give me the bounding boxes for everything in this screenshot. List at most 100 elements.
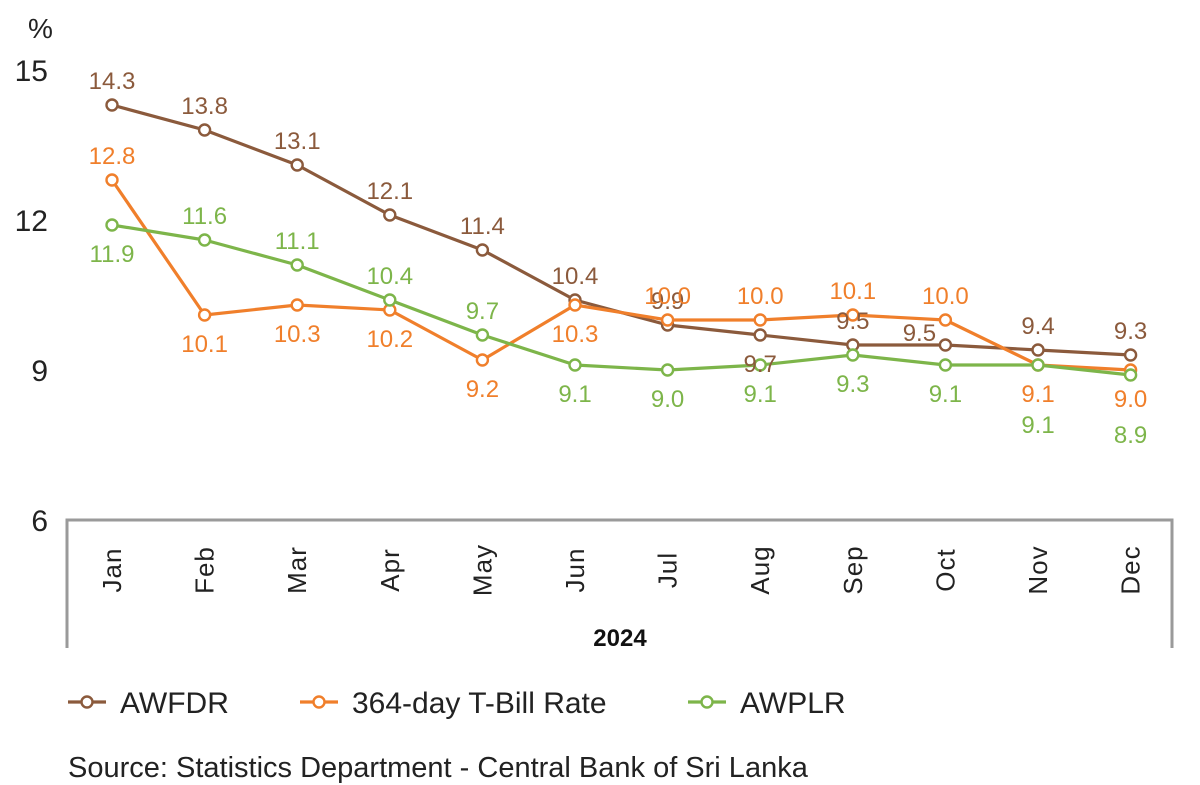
- x-tick-label: Nov: [1023, 545, 1053, 594]
- x-tick-label: Apr: [375, 548, 405, 591]
- y-axis-ticks: 6 9 12 15: [15, 55, 48, 538]
- data-point: [1123, 368, 1138, 382]
- data-label: 10.3: [552, 321, 599, 348]
- series-lines: [110, 103, 1133, 377]
- data-label: 11.6: [182, 203, 227, 230]
- data-label: 14.3: [89, 68, 136, 95]
- data-label: 9.4: [1021, 313, 1054, 340]
- x-tick-label: Mar: [282, 546, 312, 594]
- data-label: 10.0: [644, 283, 691, 310]
- data-point: [290, 158, 304, 172]
- data-label: 9.3: [836, 371, 869, 398]
- x-tick-label: Aug: [745, 545, 775, 594]
- data-point: [197, 123, 212, 137]
- data-point: [568, 298, 582, 312]
- data-label: 10.0: [922, 283, 969, 310]
- x-tick-label: Feb: [190, 546, 220, 594]
- data-point: [105, 173, 119, 187]
- data-label: 9.5: [836, 308, 869, 335]
- data-label: 11.1: [275, 228, 320, 255]
- data-point: [383, 293, 397, 307]
- data-label: 9.1: [1021, 381, 1054, 408]
- legend-marker: [312, 695, 326, 709]
- data-label: 9.7: [744, 351, 777, 378]
- x-tick-label: Oct: [930, 548, 960, 591]
- x-tick-label: Jun: [560, 548, 590, 593]
- data-point: [753, 328, 767, 342]
- data-label: 9.3: [1114, 318, 1147, 345]
- data-label: 9.1: [744, 381, 777, 408]
- series-line-2: [110, 223, 1133, 377]
- data-label: 10.0: [737, 283, 784, 310]
- data-point: [197, 308, 212, 322]
- data-point: [105, 218, 119, 232]
- data-point: [938, 338, 953, 352]
- legend-marker: [700, 695, 714, 709]
- data-label: 13.8: [181, 93, 228, 120]
- data-point: [938, 358, 953, 372]
- x-axis: Jan Feb Mar Apr May Jun Jul Aug Sep Oct Nov Dec 2024: [65, 518, 1174, 652]
- y-tick-label: 12: [15, 205, 48, 238]
- data-label: 10.2: [366, 326, 413, 353]
- x-tick-label: Dec: [1116, 545, 1146, 594]
- data-point: [846, 348, 860, 362]
- legend-label: 364-day T-Bill Rate: [352, 687, 607, 720]
- source-note: Source: Statistics Department - Central …: [68, 752, 809, 784]
- data-label: 10.1: [181, 331, 228, 358]
- y-tick-label: 9: [31, 355, 48, 388]
- data-label: 12.8: [89, 143, 136, 170]
- data-label: 10.4: [552, 263, 599, 290]
- data-point: [846, 308, 860, 322]
- data-point: [197, 233, 212, 247]
- data-label: 9.1: [558, 381, 591, 408]
- data-point: [1031, 343, 1045, 357]
- data-point: [1031, 358, 1045, 372]
- y-tick-label: 6: [31, 505, 48, 538]
- data-point: [660, 313, 675, 327]
- data-label: 9.5: [903, 320, 936, 347]
- data-label: 11.4: [460, 213, 505, 240]
- x-tick-label: Jul: [653, 552, 683, 588]
- data-point: [475, 243, 490, 257]
- data-labels: 14.3 13.8 13.1 12.1 11.4 10.4 9.9 9.7 9.5 9.5 9.4 9…: [89, 68, 1148, 449]
- data-point: [290, 298, 304, 312]
- series-markers: [105, 98, 1138, 382]
- data-label: 10.4: [366, 263, 413, 290]
- series-line-1: [110, 178, 1133, 372]
- y-tick-label: 15: [15, 55, 48, 88]
- data-point: [475, 328, 490, 342]
- data-point: [105, 98, 119, 112]
- data-point: [383, 208, 397, 222]
- y-axis-unit: %: [28, 13, 53, 44]
- data-point: [660, 363, 675, 377]
- data-label: 9.0: [1114, 386, 1147, 413]
- data-label: 10.1: [829, 278, 876, 305]
- x-tick-label: Sep: [838, 545, 868, 594]
- data-point: [568, 358, 582, 372]
- x-group-label: 2024: [593, 625, 647, 652]
- data-point: [938, 313, 953, 327]
- data-label: 11.9: [90, 241, 135, 268]
- data-label: 10.3: [274, 321, 321, 348]
- x-tick-label: May: [467, 544, 497, 596]
- x-tick-label: Jan: [97, 548, 127, 593]
- data-point: [290, 258, 304, 272]
- legend-label: AWFDR: [120, 687, 229, 720]
- data-point: [1123, 348, 1138, 362]
- data-point: [753, 313, 767, 327]
- data-label: 9.0: [651, 386, 684, 413]
- x-axis-frame: [65, 518, 1174, 648]
- data-label: 9.1: [929, 381, 962, 408]
- data-label: 12.1: [366, 178, 413, 205]
- data-label: 8.9: [1114, 422, 1147, 449]
- legend-marker: [80, 695, 94, 709]
- data-label: 9.1: [1021, 412, 1054, 439]
- data-point: [475, 353, 490, 367]
- series-line-0: [110, 103, 1133, 357]
- legend: AWFDR 364-day T-Bill Rate AWPLR: [68, 687, 846, 720]
- data-label: 9.9: [651, 288, 684, 315]
- data-point: [753, 358, 767, 372]
- data-label: 9.7: [466, 298, 499, 325]
- legend-label: AWPLR: [740, 687, 846, 720]
